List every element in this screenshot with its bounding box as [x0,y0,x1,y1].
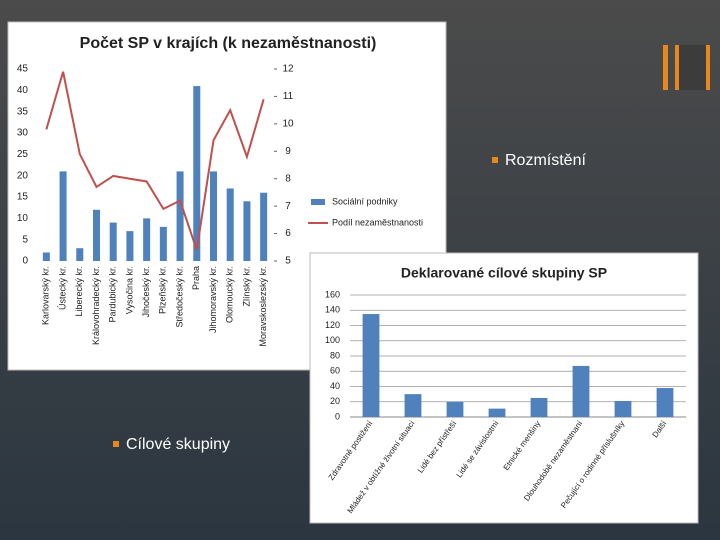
legend-label: Podíl nezaměstnanosti [332,217,423,227]
y-tick-label: 30 [17,128,29,139]
y-tick-label: 20 [17,170,29,181]
x-tick-label: Jihočeský kr. [141,266,151,318]
x-tick-label: Středočeský kr. [174,266,184,328]
y2-tick-label: 10 [282,118,294,129]
y2-tick-label: 7 [285,201,291,212]
x-tick-label: Jihomoravský kr. [208,266,218,333]
legend-swatch [311,199,325,205]
y-tick-label: 60 [330,366,340,376]
bar [76,248,84,261]
y-tick-label: 45 [17,64,29,75]
bullet-marker [113,441,119,447]
y-tick-label: 80 [330,350,340,360]
x-tick-label: Zlínský kr. [241,266,251,307]
chart-title: Deklarované cílové skupiny SP [401,265,607,281]
y-tick-label: 100 [325,335,340,345]
bullet-marker [492,157,498,163]
y-tick-label: 10 [17,213,29,224]
y-tick-label: 160 [325,289,340,299]
x-tick-label: Praha [191,266,201,290]
bar [404,394,422,417]
x-tick-label: Ústecký kr. [57,266,67,310]
x-tick-label: Karlovarský kr. [41,266,51,325]
bar [243,201,251,261]
bar [176,171,184,261]
bar [226,188,234,261]
line-series [45,71,265,251]
bullet-text: Rozmístění [505,152,586,169]
x-tick-label: Královohradecký kr. [91,266,101,345]
y-tick-label: 40 [17,85,29,96]
bar [260,192,268,261]
legend-label: Sociální podniky [332,196,398,206]
y-tick-label: 5 [22,234,28,245]
x-tick-label: Plzeňský kr. [158,266,168,314]
bar [362,314,380,417]
y2-tick-label: 6 [285,228,291,239]
y-tick-label: 140 [325,305,340,315]
bar [656,388,674,417]
y-tick-label: 20 [330,396,340,406]
y2-tick-label: 12 [282,64,294,75]
y-tick-label: 0 [22,256,28,267]
bullet-text: Cílové skupiny [126,436,230,453]
bar [446,401,464,417]
y2-tick-label: 5 [285,256,291,267]
y-tick-label: 120 [325,320,340,330]
y2-tick-label: 8 [285,173,291,184]
decoration [663,45,668,90]
y2-tick-label: 9 [285,146,291,157]
bar [209,171,218,261]
y-tick-label: 15 [17,192,29,203]
x-tick-label: Liberecký kr. [74,266,84,317]
decoration [679,45,706,90]
bar [193,86,201,261]
x-tick-label: Olomoucký kr. [225,266,235,323]
bar [159,226,167,261]
chart-title: Počet SP v krajích (k nezaměstnanosti) [80,35,377,52]
bar [109,222,117,261]
y-tick-label: 35 [17,106,29,117]
bar [59,171,67,261]
bar [572,365,590,417]
bar [92,209,101,261]
bar [126,231,134,261]
y-tick-label: 0 [335,411,340,421]
bar [530,397,548,417]
bar [614,400,632,417]
x-tick-label: Moravskoslezský kr. [258,266,268,347]
y-tick-label: 25 [17,149,29,160]
x-tick-label: Vysočina kr. [124,266,134,314]
y2-tick-label: 11 [283,91,294,102]
bar [488,408,506,417]
bar [143,218,151,261]
x-tick-label: Pardubický kr. [108,266,118,323]
y-tick-label: 40 [330,381,340,391]
bar [42,252,50,261]
